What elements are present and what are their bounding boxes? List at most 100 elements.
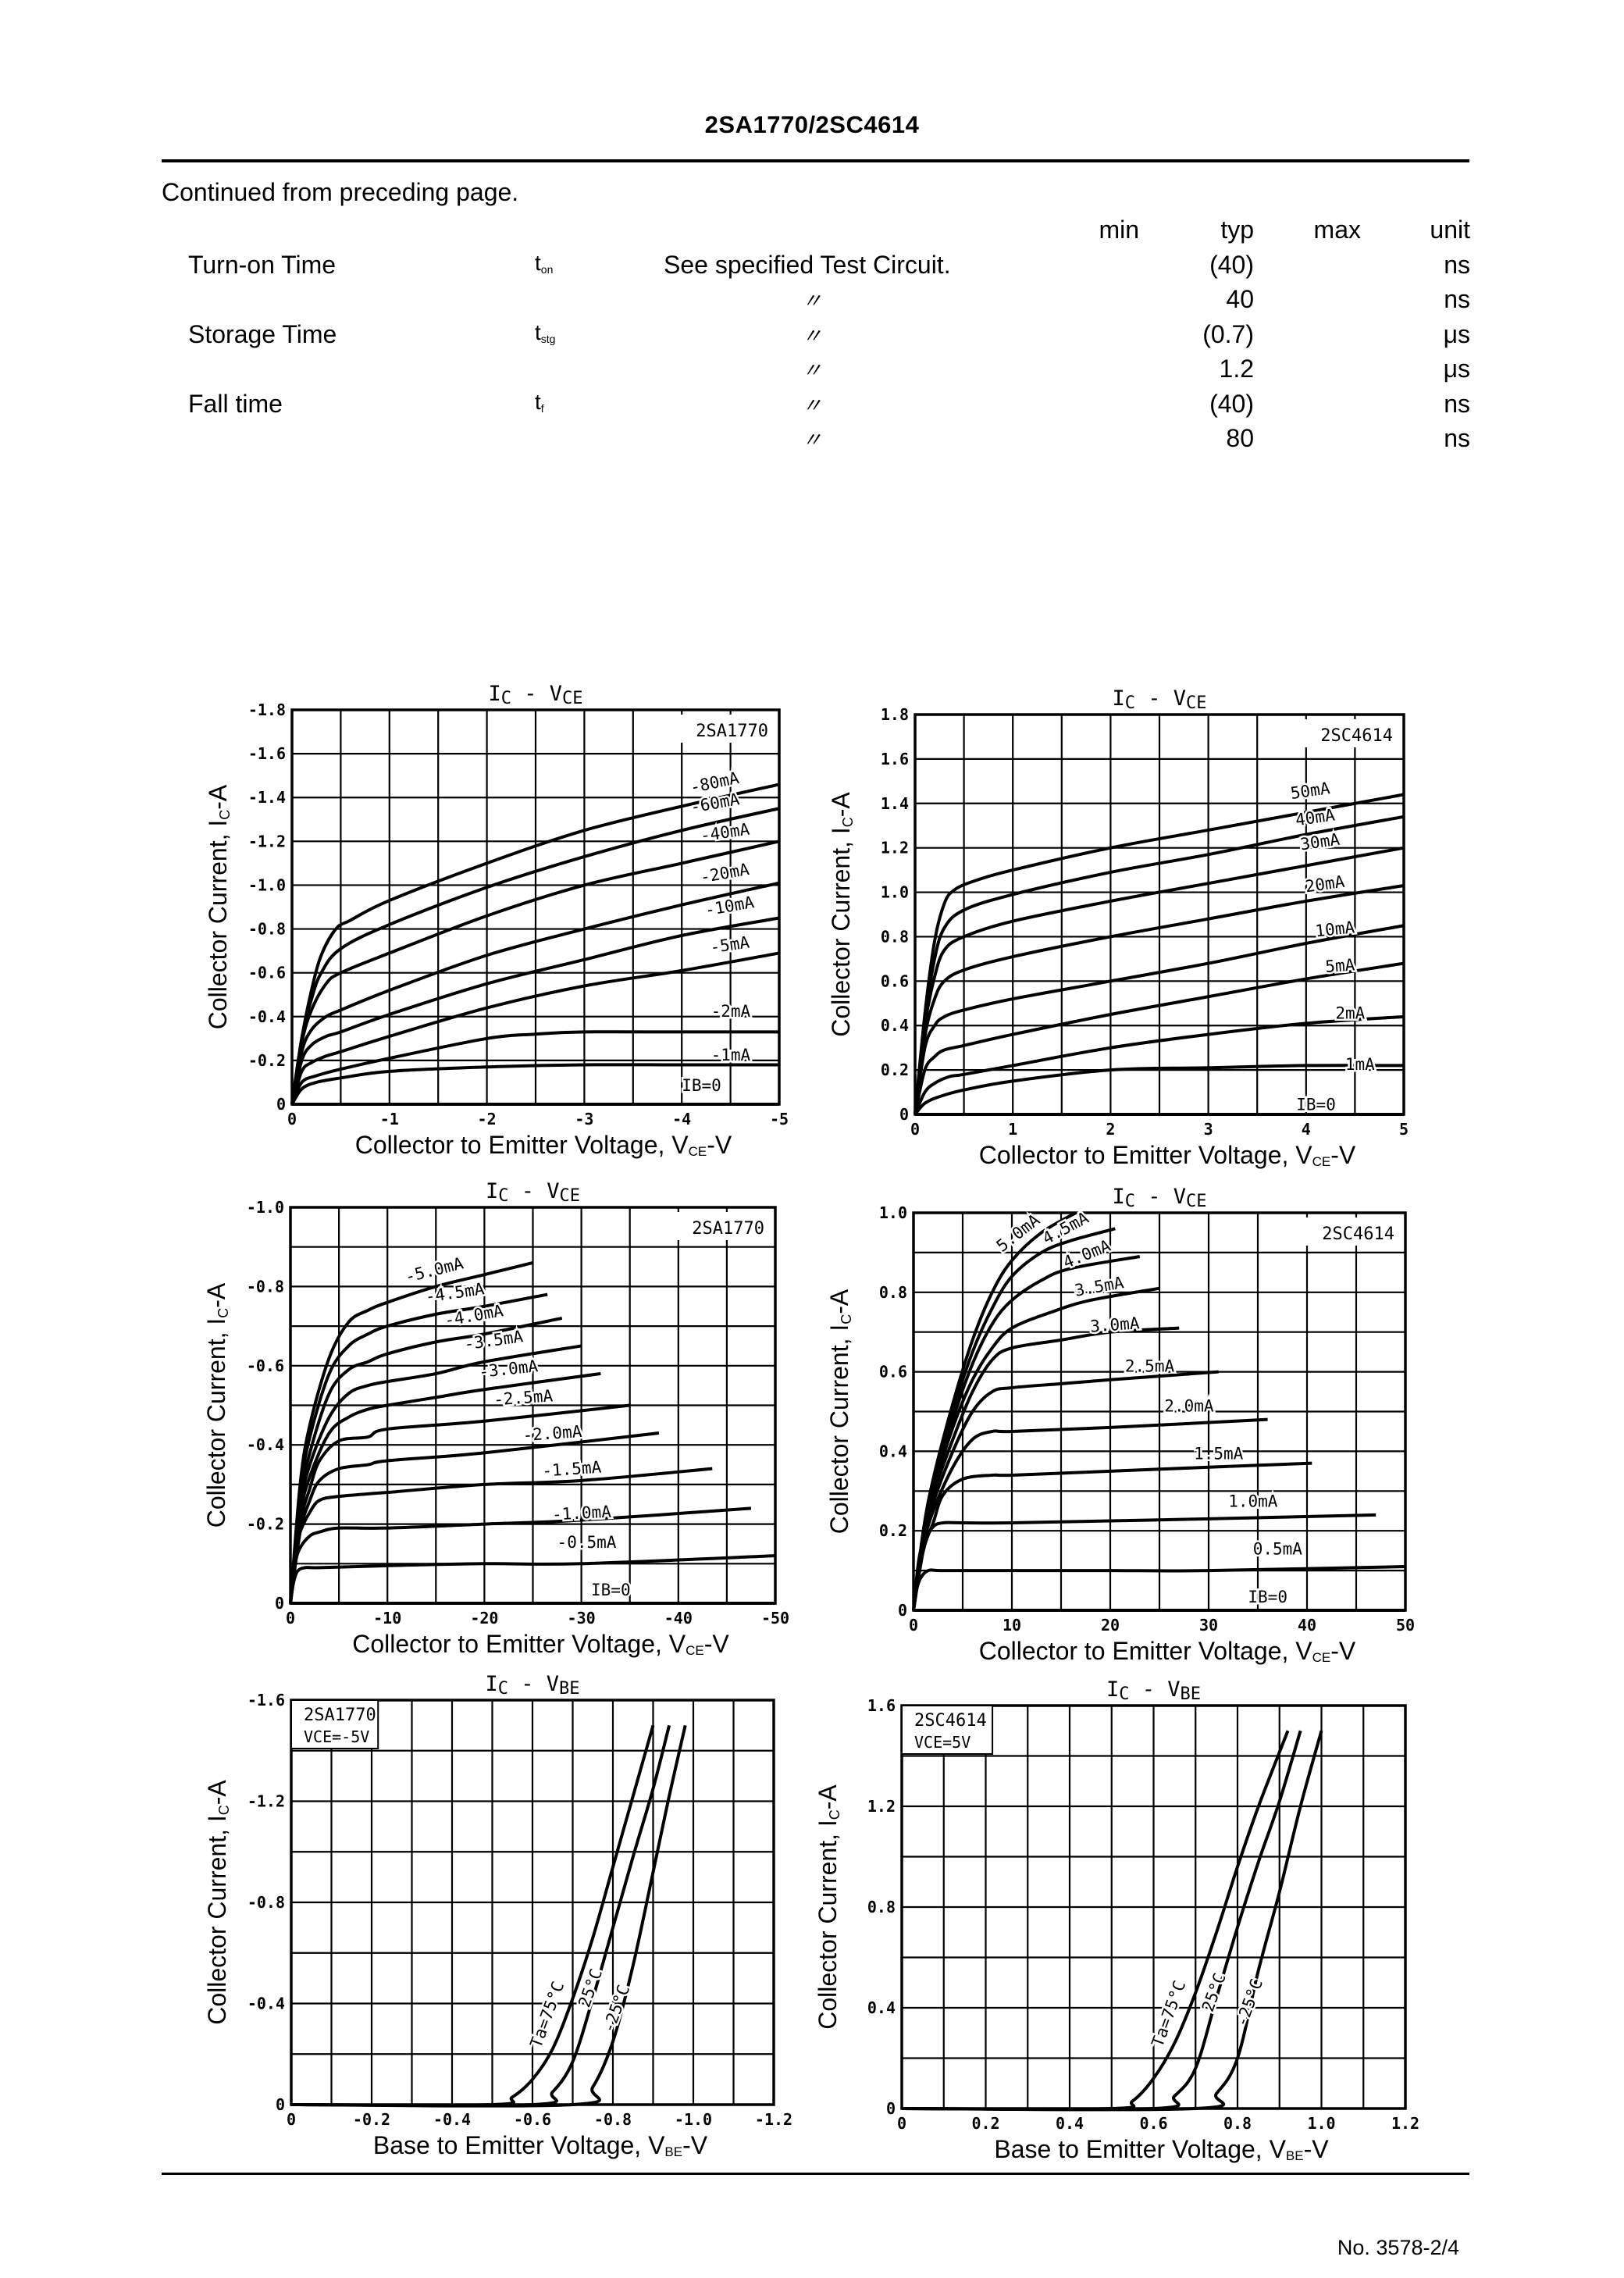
spec-row: Turn-on Time ton See specified Test Circui… — [162, 251, 1470, 286]
param-condition: See specified Test Circuit. — [664, 250, 951, 279]
curve-label: 1.5mA — [1194, 1445, 1244, 1463]
y-tick-label: -1.2 — [248, 1792, 285, 1811]
chart-2sa1770-ic-vce: 0 -1 -2 -3 -4 -5 0 -0.2 -0.4 -0.6 -0.8 -1.0 -1.2 -1.4… — [198, 671, 795, 1194]
chart-title: IC - VCE — [1112, 1185, 1206, 1211]
y-axis-label: Collector Current, IC-A — [204, 784, 233, 1029]
y-tick-label: -0.2 — [247, 1515, 284, 1534]
curve-label: -0.5mA — [557, 1533, 617, 1552]
curve-1.5mA — [289, 1467, 713, 1604]
y-tick-label: 0.8 — [879, 1283, 907, 1302]
param-name: Fall time — [188, 389, 283, 418]
spec-row: 〃 1.2 μs — [162, 355, 1470, 390]
param-symbol: ton — [535, 251, 553, 276]
device-box — [901, 1705, 994, 1755]
y-tick-label: 0 — [899, 1105, 909, 1124]
curve-1mA — [290, 1063, 779, 1106]
chart-title: IC - VBE — [1106, 1677, 1201, 1704]
y-tick-label: -0.6 — [248, 964, 286, 982]
param-condition: 〃 — [802, 289, 823, 312]
curve-label: -20mA — [699, 860, 751, 887]
curve-10mA — [290, 916, 780, 1105]
curve-label: -5mA — [709, 933, 751, 957]
y-tick-label: -1.6 — [248, 744, 286, 763]
curve-label: -4.5mA — [424, 1279, 486, 1306]
curve-40mA — [914, 815, 1405, 1115]
x-tick-label: -2 — [478, 1110, 497, 1128]
y-tick-label: -0.6 — [247, 1356, 284, 1375]
param-name: Storage Time — [188, 319, 337, 348]
curve-1.0mA — [289, 1506, 752, 1604]
curve-0.5mA — [289, 1554, 776, 1604]
curve-label: IB=0 — [1248, 1588, 1287, 1606]
x-tick-label: -5 — [770, 1110, 789, 1128]
param-unit: ns — [1444, 424, 1470, 452]
y-tick-label: 1.2 — [881, 839, 909, 857]
x-tick-label: 0.8 — [1223, 2114, 1252, 2133]
x-tick-label: 4 — [1302, 1120, 1311, 1139]
x-tick-label: 0 — [286, 1609, 295, 1627]
symbol-sub: f — [540, 401, 544, 415]
curve-label: -2.5mA — [493, 1386, 554, 1409]
param-typ: 1.2 — [1219, 355, 1254, 383]
curve-label: 10mA — [1314, 918, 1355, 940]
curve-label: 0.5mA — [1253, 1540, 1303, 1559]
switching-spec-table: min typ max unit Turn-on Time ton See spec… — [162, 216, 1470, 459]
x-tick-label: 0.4 — [1056, 2114, 1084, 2133]
y-tick-label: 0.6 — [879, 1363, 907, 1381]
y-tick-label: 1.6 — [881, 750, 909, 768]
x-tick-label: -0.6 — [514, 2110, 551, 2129]
param-condition: 〃 — [802, 393, 823, 417]
x-axis-label: Collector to Emitter Voltage, VCE-V — [352, 1630, 729, 1658]
param-condition: 〃 — [802, 358, 823, 382]
curve-label: -25°C — [599, 1982, 633, 2035]
x-tick-label: -40 — [664, 1609, 693, 1627]
y-tick-label: -1.0 — [247, 1198, 284, 1217]
chart-title: IC - VCE — [486, 1179, 580, 1206]
x-axis-label: Collector to Emitter Voltage, VCE-V — [979, 1637, 1356, 1665]
col-unit: unit — [1430, 216, 1470, 244]
y-tick-label: -0.4 — [248, 1007, 286, 1026]
x-tick-label: -0.2 — [353, 2110, 390, 2129]
col-min: min — [1099, 216, 1139, 244]
curve-label: -1.5mA — [542, 1457, 603, 1480]
x-axis-label: Collector to Emitter Voltage, VCE-V — [979, 1141, 1356, 1169]
x-tick-label: -1.0 — [675, 2110, 712, 2129]
curve-80mA — [290, 783, 780, 1105]
condition-label: VCE=5V — [914, 1733, 970, 1752]
curve-label: 40mA — [1295, 805, 1337, 829]
y-tick-label: 0 — [276, 1095, 286, 1114]
x-tick-label: -50 — [761, 1609, 789, 1627]
curve-40mA — [290, 840, 780, 1105]
x-tick-label: 3 — [1204, 1120, 1213, 1139]
param-symbol: tstg — [535, 320, 555, 345]
device-label: 2SC4614 — [914, 1711, 987, 1731]
symbol-base: t — [535, 389, 541, 414]
x-tick-label: 5 — [1399, 1120, 1409, 1139]
y-axis-label: Collector Current, IC-A — [203, 1780, 232, 2025]
x-tick-label: 1.0 — [1307, 2114, 1335, 2133]
y-tick-label: -0.2 — [248, 1051, 286, 1070]
x-tick-label: 0 — [287, 2110, 296, 2129]
y-tick-label: 1.6 — [867, 1696, 896, 1715]
x-tick-label: 0.2 — [971, 2114, 999, 2133]
curve-label: -2mA — [711, 1002, 751, 1021]
spec-table-header: min typ max unit — [162, 216, 1470, 251]
param-unit: ns — [1444, 389, 1470, 418]
continued-note: Continued from preceding page. — [162, 178, 519, 206]
x-tick-label: 0 — [287, 1110, 297, 1128]
x-axis-label: Collector to Emitter Voltage, VCE-V — [355, 1131, 732, 1159]
curve-25C — [290, 1724, 687, 2108]
curve-label: -1.0mA — [551, 1503, 611, 1524]
x-tick-label: -3 — [575, 1110, 593, 1128]
spec-row: 〃 80 ns — [162, 424, 1470, 459]
x-tick-label: -4 — [672, 1110, 691, 1128]
spec-row: Fall time tf 〃 (40) ns — [162, 390, 1470, 425]
col-max: max — [1313, 216, 1361, 244]
x-tick-label: 0 — [909, 1616, 918, 1635]
y-tick-label: 0.2 — [881, 1061, 909, 1079]
x-tick-label: 0 — [910, 1120, 920, 1139]
footer-rule — [162, 2173, 1469, 2175]
y-tick-label: 0 — [886, 2099, 896, 2118]
y-tick-label: 0 — [276, 2095, 285, 2114]
chart-title: IC - VCE — [488, 682, 582, 708]
